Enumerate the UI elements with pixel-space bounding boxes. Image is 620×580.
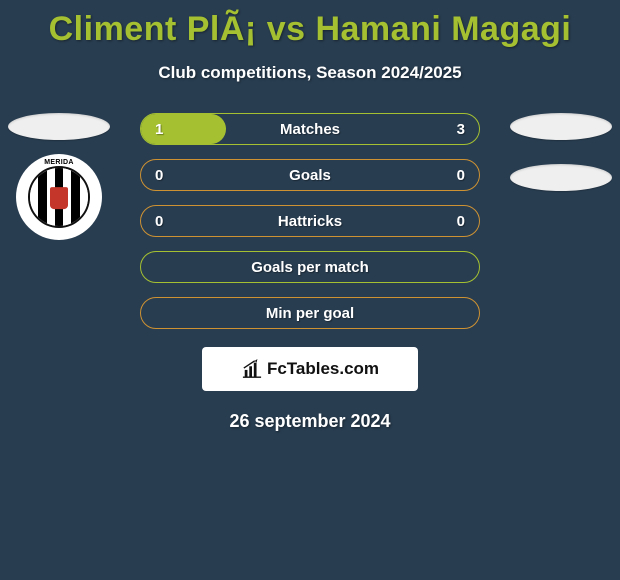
stat-bar-label: Hattricks [141,213,479,230]
stat-bar-left-value: 0 [155,213,163,230]
stat-bar-right-value: 0 [457,167,465,184]
stat-bar-label: Goals [141,167,479,184]
left-player-avatar-placeholder [8,113,110,140]
bar-chart-icon [241,359,263,379]
stat-bar-hattricks: Hattricks0 0 [140,205,480,237]
stat-bar-left-value: 1 [155,121,163,138]
stat-bar-label: Matches [141,121,479,138]
subtitle: Club competitions, Season 2024/2025 [0,63,620,83]
right-player-column [506,113,616,191]
club-badge-shield [50,187,68,209]
right-player-avatar-placeholder [510,113,612,140]
page-title: Climent PlÃ¡ vs Hamani Magagi [0,0,620,49]
stat-bar-right-value: 0 [457,213,465,230]
stat-bar-label: Min per goal [141,305,479,322]
stat-bar-right-value: 3 [457,121,465,138]
infographic-date: 26 september 2024 [0,411,620,432]
stat-bar-matches: Matches1 3 [140,113,480,145]
right-club-badge-placeholder [510,164,612,191]
stat-bar-label: Goals per match [141,259,479,276]
stat-bar-left-value: 0 [155,167,163,184]
club-badge-name: MERIDA [16,159,102,166]
stat-bar-goals-per-match: Goals per match [140,251,480,283]
comparison-content: MERIDA Matches13Goals00Hattricks00Goals … [0,113,620,329]
left-club-badge: MERIDA [16,154,102,240]
stat-bar-min-per-goal: Min per goal [140,297,480,329]
stat-bar-goals: Goals0 0 [140,159,480,191]
site-brand-text: FcTables.com [267,359,379,379]
site-brand-badge: FcTables.com [202,347,418,391]
left-player-column: MERIDA [4,113,114,240]
